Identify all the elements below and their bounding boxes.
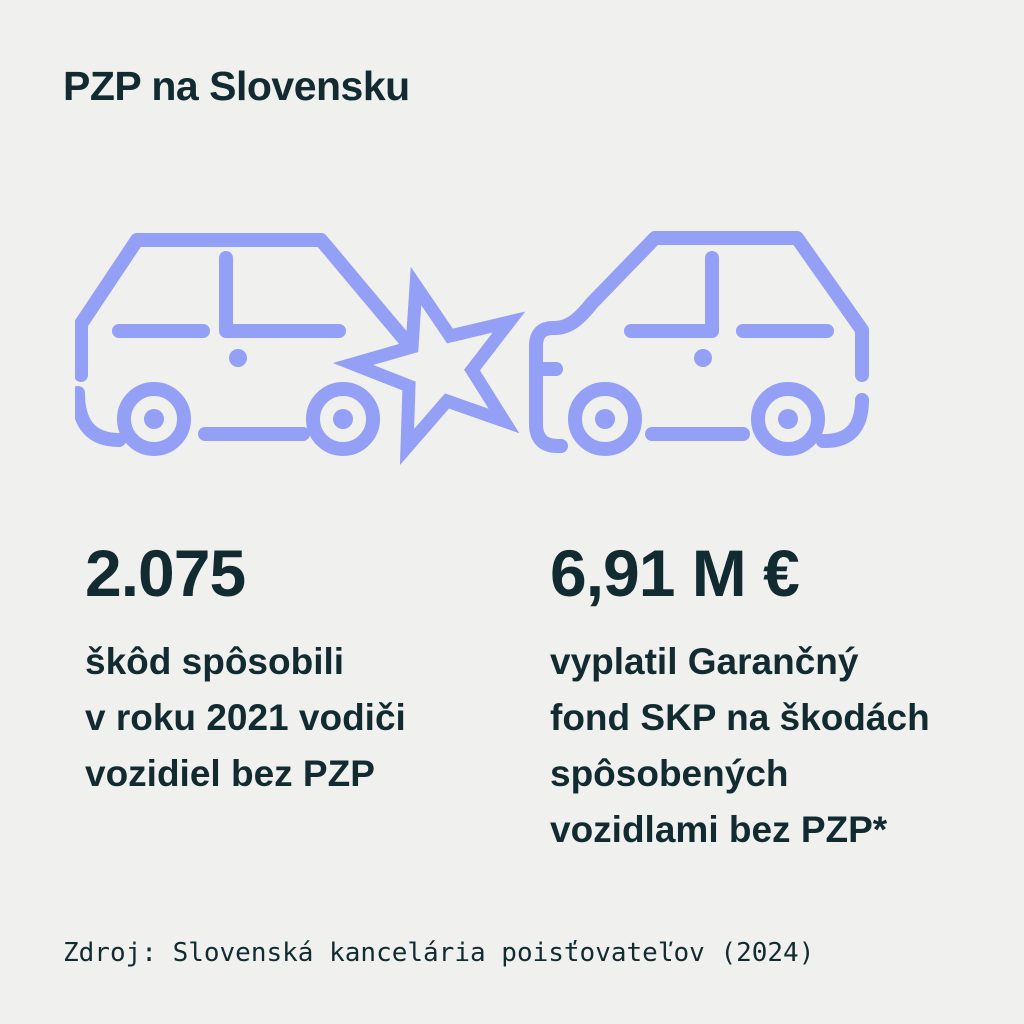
car-crash-illustration <box>75 231 869 466</box>
page-title: PZP na Slovensku <box>63 63 410 109</box>
car-right-icon <box>529 231 869 456</box>
car-left-icon <box>75 233 427 456</box>
stat-claims: 2.075 škôd spôsobili v roku 2021 vodiči … <box>85 540 525 802</box>
stat-claims-value: 2.075 <box>85 536 246 610</box>
stat-claims-description: škôd spôsobili v roku 2021 vodiči vozidi… <box>85 641 406 794</box>
stat-payout-value: 6,91 M € <box>550 536 800 610</box>
source-note: Zdroj: Slovenská kancelária poisťovateľo… <box>63 938 815 968</box>
stat-payout: 6,91 M € vyplatil Garančný fond SKP na š… <box>550 540 990 858</box>
crash-star-icon <box>332 266 526 466</box>
stat-payout-description: vyplatil Garančný fond SKP na škodách sp… <box>550 641 930 850</box>
